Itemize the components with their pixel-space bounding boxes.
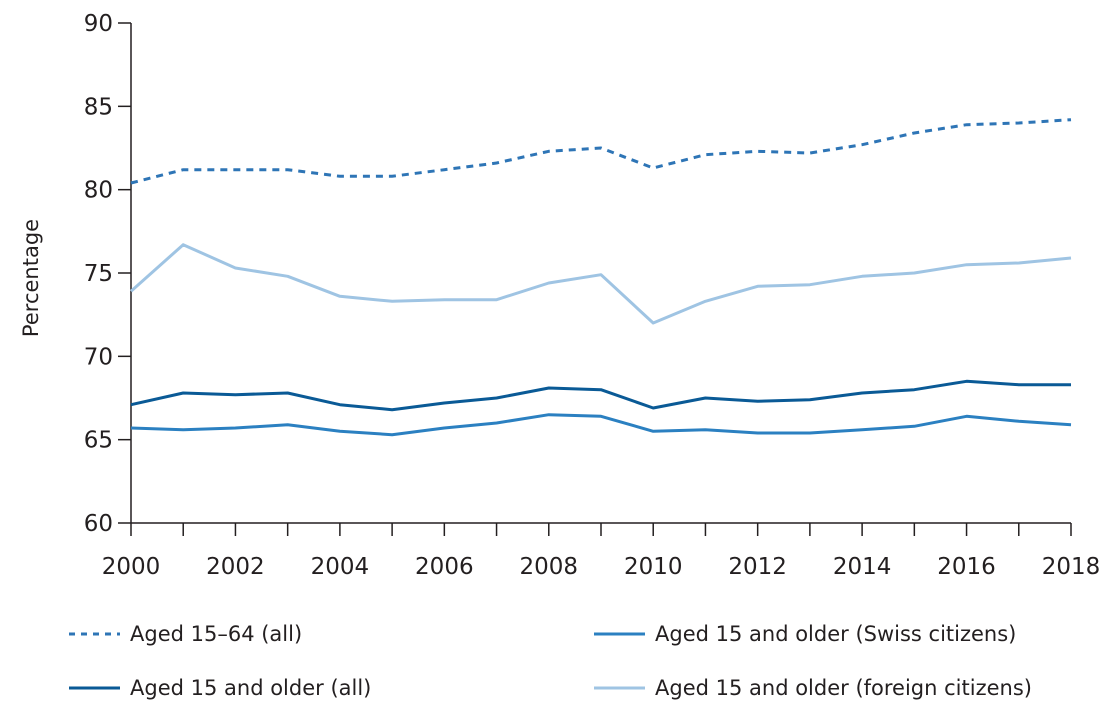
x-tick-label: 2000 (102, 554, 161, 580)
x-tick-label: 2014 (833, 554, 892, 580)
legend-label-1: Aged 15–64 (all) (130, 622, 302, 646)
series-lines (130, 118, 1072, 437)
x-tick-label: 2018 (1042, 554, 1101, 580)
x-tick-label: 2004 (311, 554, 370, 580)
series-line-3 (130, 413, 1072, 437)
y-tick-label: 60 (84, 511, 113, 537)
legend-label-4: Aged 15 and older (foreign citizens) (655, 676, 1032, 700)
x-tick-label: 2012 (728, 554, 787, 580)
x-tick-label: 2006 (415, 554, 474, 580)
y-tick-label: 65 (84, 428, 113, 454)
y-tick-label: 70 (84, 344, 113, 370)
series-line-2 (130, 379, 1071, 412)
y-tick-label: 80 (84, 178, 113, 204)
series-line-4 (130, 243, 1072, 325)
legend-label-2: Aged 15 and older (all) (130, 676, 371, 700)
x-tick-label: 2016 (937, 554, 996, 580)
y-tick-label: 85 (84, 94, 113, 120)
legend: Aged 15–64 (all) Aged 15 and older (all) A… (69, 622, 1032, 700)
y-tick-label: 90 (84, 11, 113, 37)
x-tick-label: 2008 (520, 554, 579, 580)
series-line-1 (130, 118, 1072, 185)
x-tick-label: 2010 (624, 554, 683, 580)
legend-label-3: Aged 15 and older (Swiss citizens) (655, 622, 1016, 646)
y-axis-title: Percentage (19, 219, 43, 337)
axes: 60 65 70 75 80 85 90 2000 2002 2004 2006 2008 2010 20… (19, 11, 1100, 580)
x-tick-label: 2002 (206, 554, 265, 580)
y-tick-label: 75 (84, 261, 113, 287)
